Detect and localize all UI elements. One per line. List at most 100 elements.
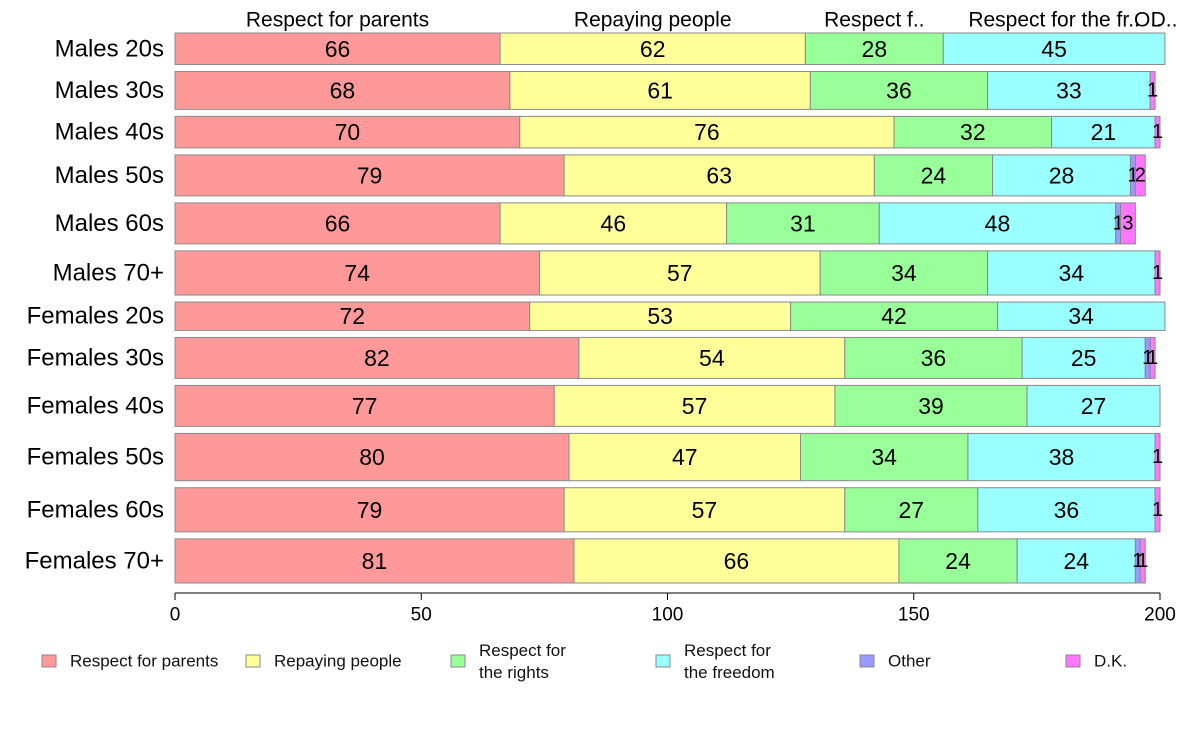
data-label: 3: [1122, 212, 1133, 234]
bar-segment-males-60s-respect-for-the-rights: [726, 202, 880, 245]
data-label: 1: [1137, 550, 1148, 572]
bar-segment-females-20s-respect-for-parents: [174, 301, 531, 331]
legend-swatch-respect-for-the-freedom: [655, 654, 671, 668]
top-category-label: Repaying people: [574, 9, 732, 32]
top-category-label: D..: [1151, 9, 1178, 32]
bar-segment-males-50s-respect-for-parents: [174, 154, 565, 197]
data-label: 72: [340, 303, 366, 329]
y-tick-label: Males 20s: [55, 35, 164, 62]
bar-segment-females-70-repaying-people: [573, 538, 900, 584]
bar-segment-females-40s-respect-for-parents: [174, 384, 555, 427]
data-label: 1: [1152, 121, 1163, 143]
bar-segment-females-20s-respect-for-the-rights: [790, 301, 998, 331]
bar-segment-males-50s-respect-for-the-freedom: [992, 154, 1131, 197]
legend-swatch-d-k: [1065, 654, 1081, 668]
data-label: 1: [1142, 347, 1153, 369]
bar-segment-females-30s-d-k: [1149, 336, 1156, 379]
top-category-label: O..: [1134, 9, 1162, 32]
bar-segment-males-70-d-k: [1154, 250, 1161, 296]
data-label: 57: [667, 260, 693, 286]
bar-segment-males-20s-repaying-people: [499, 32, 806, 66]
y-tick-label: Males 30s: [55, 77, 164, 104]
y-tick-label: Females 20s: [27, 303, 164, 330]
legend-label: Respect for parents: [70, 652, 218, 671]
top-category-label: Respect f..: [824, 9, 924, 32]
data-label: 61: [647, 77, 673, 103]
data-label: 74: [344, 260, 370, 286]
data-label: 24: [945, 548, 971, 574]
top-category-label: Respect for the fr..: [968, 9, 1140, 32]
bar-segment-males-30s-d-k: [1149, 71, 1156, 110]
bar-segment-females-30s-repaying-people: [578, 336, 846, 379]
bar-segment-males-30s-respect-for-parents: [174, 71, 511, 110]
bar-segment-females-20s-repaying-people: [529, 301, 792, 331]
bar-segment-males-50s-d-k: [1134, 154, 1146, 197]
y-tick-label: Females 70+: [25, 547, 164, 574]
data-label: 2: [1135, 164, 1146, 186]
data-label: 57: [692, 497, 718, 523]
data-label: 76: [694, 119, 720, 145]
data-label: 77: [352, 393, 378, 419]
bar-segment-males-50s-repaying-people: [563, 154, 875, 197]
bar-segment-males-40s-repaying-people: [519, 115, 895, 149]
data-label: 34: [1068, 303, 1094, 329]
bar-segment-males-40s-d-k: [1154, 115, 1161, 149]
data-label: 42: [881, 303, 907, 329]
data-label: 46: [601, 210, 627, 236]
bar-segment-males-20s-respect-for-the-freedom: [942, 32, 1166, 66]
data-label: 1: [1113, 212, 1124, 234]
bar-segment-males-60s-respect-for-parents: [174, 202, 501, 245]
bar-segment-females-40s-repaying-people: [553, 384, 836, 427]
data-label: 34: [1059, 260, 1085, 286]
legend-swatch-respect-for-parents: [41, 654, 57, 668]
legend-swatch-respect-for-the-rights: [450, 654, 466, 668]
data-label: 45: [1041, 36, 1067, 62]
legend-label: Other: [888, 652, 931, 671]
data-label: 81: [362, 548, 388, 574]
data-label: 34: [891, 260, 917, 286]
bar-segment-males-40s-respect-for-the-rights: [893, 115, 1053, 149]
data-label: 79: [357, 497, 383, 523]
data-label: 1: [1127, 164, 1138, 186]
y-tick-label: Males 50s: [55, 162, 164, 189]
y-tick-label: Females 40s: [27, 392, 164, 419]
y-tick-label: Males 70+: [53, 259, 164, 286]
legend-label-line: Respect for: [684, 641, 771, 660]
legend-label-line: the rights: [479, 663, 549, 682]
data-label: 28: [1049, 162, 1075, 188]
data-label: 34: [871, 444, 897, 470]
legend-label: D.K.: [1094, 652, 1127, 671]
y-tick-label: Females 60s: [27, 496, 164, 523]
x-tick-label: 200: [1144, 605, 1176, 626]
x-tick-label: 0: [170, 605, 181, 626]
data-label: 1: [1147, 79, 1158, 101]
bar-segment-males-60s-d-k: [1120, 202, 1136, 245]
y-tick-label: Females 50s: [27, 444, 164, 471]
data-label: 21: [1091, 119, 1117, 145]
data-label: 63: [706, 162, 732, 188]
data-label: 47: [672, 444, 698, 470]
data-label: 66: [325, 36, 351, 62]
bar-segment-females-40s-respect-for-the-freedom: [1026, 384, 1161, 427]
bar-segment-females-50s-repaying-people: [568, 432, 801, 482]
bar-segment-males-40s-respect-for-the-freedom: [1051, 115, 1156, 149]
bar-segment-females-60s-respect-for-the-rights: [844, 487, 979, 533]
data-label: 33: [1056, 77, 1082, 103]
bar-segment-females-60s-respect-for-the-freedom: [977, 487, 1156, 533]
bar-segment-females-70-respect-for-the-freedom: [1016, 538, 1136, 584]
data-label: 1: [1147, 347, 1158, 369]
bar-segment-females-40s-respect-for-the-rights: [834, 384, 1028, 427]
data-label: 36: [921, 345, 947, 371]
data-label: 48: [985, 210, 1011, 236]
y-tick-label: Males 40s: [55, 119, 164, 146]
legend-label: Respect for the rights: [479, 641, 566, 682]
legend-label-line: the freedom: [684, 663, 775, 682]
bar-segment-females-70-d-k: [1139, 538, 1146, 584]
legend-label-line: Respect for: [479, 641, 566, 660]
legend-label: Repaying people: [274, 652, 402, 671]
legend-swatch-other: [859, 654, 875, 668]
bar-segment-females-60s-d-k: [1154, 487, 1161, 533]
data-label: 39: [918, 393, 944, 419]
x-tick-label: 100: [652, 605, 684, 626]
